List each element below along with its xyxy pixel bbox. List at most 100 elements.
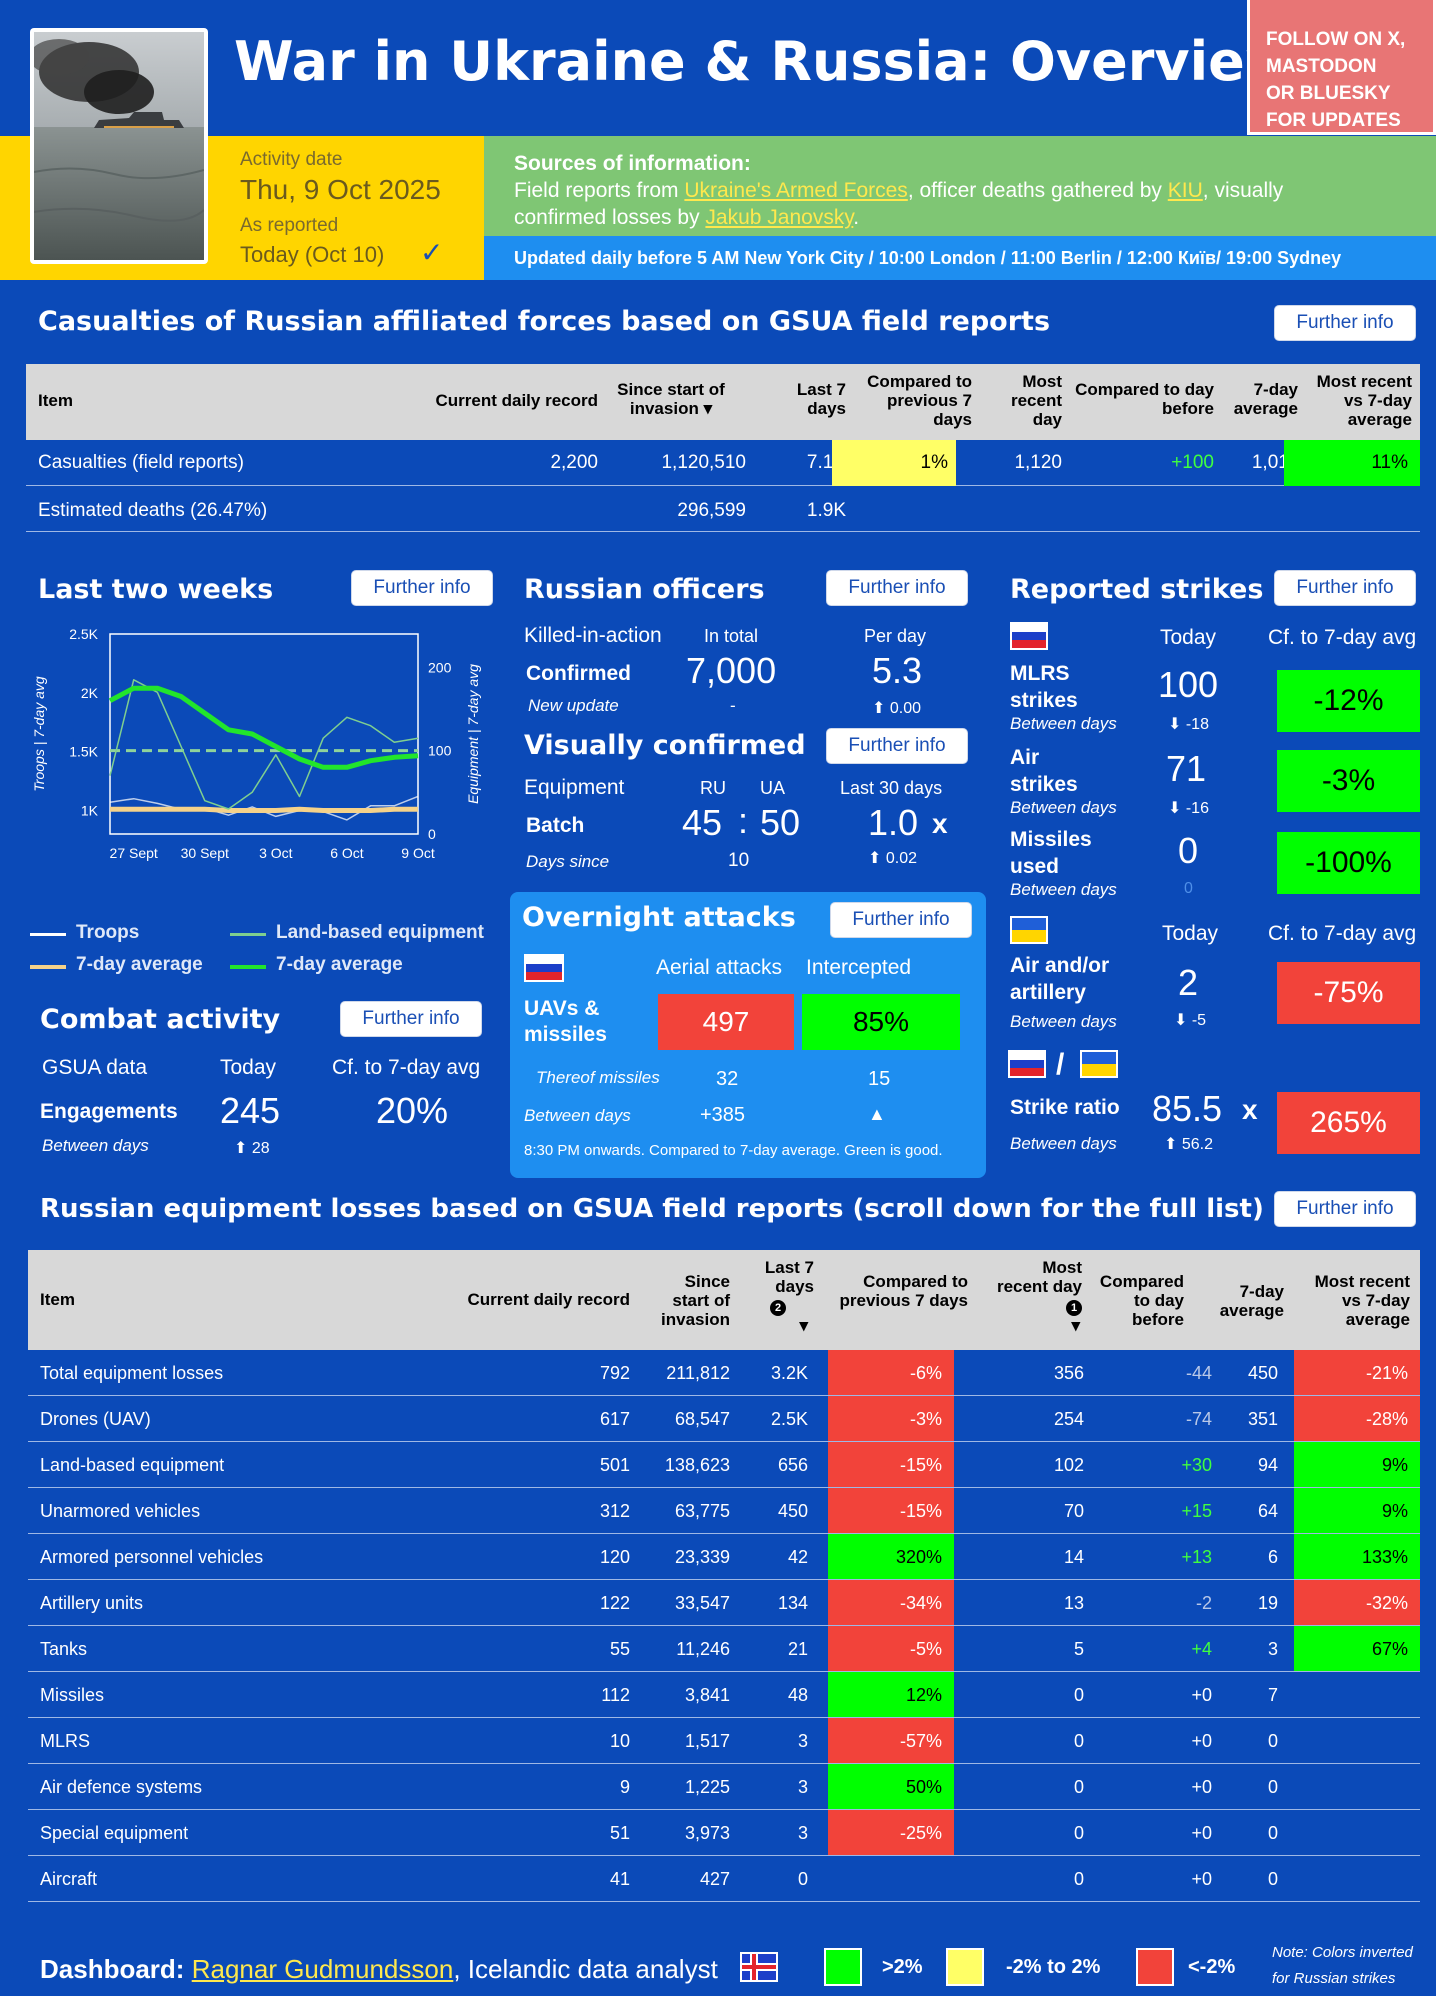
row-cmpday: +0 — [1191, 1731, 1212, 1751]
row-item: Missiles — [40, 1685, 105, 1705]
iceland-flag-icon — [740, 1952, 778, 1982]
legend-yellow-label: -2% to 2% — [1006, 1956, 1101, 1978]
sources-text: confirmed losses by — [514, 206, 706, 229]
row-record: 120 — [599, 1547, 630, 1567]
row-item: Estimated deaths (26.47%) — [38, 500, 268, 521]
source-link-janovsky[interactable]: Jakub Janovsky — [705, 206, 854, 229]
row-vsavg — [1294, 1718, 1420, 1763]
col-header-sortable[interactable]: Since start of invasion ▾ — [596, 380, 746, 418]
casualties-further-info-button[interactable]: Further info — [1274, 305, 1416, 341]
y-left-tick-label: 1.5K — [69, 744, 98, 760]
uav-label-line: missiles — [524, 1023, 607, 1046]
row-since: 1,517 — [684, 1731, 730, 1751]
missiles-used-label: Missiles used — [1010, 826, 1092, 880]
row-vsavg: -28% — [1294, 1396, 1420, 1441]
row-since: 3,841 — [684, 1685, 730, 1705]
overnight-title: Overnight attacks — [522, 902, 796, 933]
row-cmp7: -15% — [828, 1442, 954, 1487]
row-avg: 351 — [1247, 1409, 1278, 1429]
missiles-used-label-line: Missiles — [1010, 828, 1092, 851]
air-strikes-label: Air strikes — [1010, 744, 1078, 798]
footer-credit: Dashboard: Ragnar Gudmundsson, Icelandic… — [40, 1954, 718, 1985]
two-weeks-further-info-button[interactable]: Further info — [351, 570, 493, 606]
equipment-further-info-button[interactable]: Further info — [1274, 1191, 1416, 1227]
col-header: Item — [40, 1290, 75, 1309]
mlrs-today: 100 — [1158, 664, 1219, 705]
ru-batch-value: 45 — [682, 802, 723, 843]
missiles-value: 32 — [716, 1068, 739, 1090]
table-row: Casualties (field reports) 2,200 1,120,5… — [26, 440, 1420, 486]
y-left-axis-title: Troops | 7-day avg — [31, 676, 47, 792]
col-header: Compared to day before — [1075, 380, 1214, 418]
strike-ratio-x: x — [1242, 1094, 1258, 1125]
strike-ratio-delta: ⬆ 56.2 — [1164, 1136, 1213, 1153]
mlrs-label: MLRS strikes — [1010, 660, 1078, 714]
table-row: Unarmored vehicles 312 63,775 450 -15% 70 +15 6… — [28, 1488, 1420, 1534]
row-item: Armored personnel vehicles — [40, 1547, 264, 1567]
ukraine-flag-icon — [1010, 916, 1048, 944]
sort-arrow-icon: ▾ — [799, 1316, 808, 1335]
mlrs-cf: -12% — [1277, 670, 1420, 732]
row-last7: 3 — [797, 1823, 808, 1843]
row-cmpday: +4 — [1191, 1639, 1212, 1659]
row-record: 617 — [599, 1409, 630, 1429]
source-link-kiu[interactable]: KIU — [1167, 179, 1203, 202]
overnight-further-info-button[interactable]: Further info — [830, 902, 972, 938]
missiles-used-cf: -100% — [1277, 832, 1420, 894]
between-days-value: +385 — [700, 1104, 746, 1126]
legend-swatch-land-equipment — [230, 933, 266, 936]
col-header: Since start of invasion — [661, 1272, 730, 1329]
officers-further-info-button[interactable]: Further info — [826, 570, 968, 606]
row-avg: 64 — [1257, 1501, 1278, 1521]
row-item: Land-based equipment — [40, 1455, 225, 1475]
row-cmpday: -44 — [1185, 1363, 1212, 1383]
col-header: 7-day average — [1219, 1282, 1284, 1320]
uav-label-line: UAVs & — [524, 997, 600, 1020]
source-link-armed-forces[interactable]: Ukraine's Armed Forces — [684, 179, 908, 202]
author-link[interactable]: Ragnar Gudmundsson — [191, 1954, 454, 1984]
row-cmp7: -6% — [828, 1350, 954, 1395]
combat-col-label: Cf. to 7-day avg — [332, 1056, 481, 1079]
per-day-label: Per day — [864, 626, 927, 646]
x-tick-label: 3 Oct — [259, 845, 293, 861]
col-header-sortable[interactable]: Last 7 days 2 ▾ — [742, 1258, 814, 1335]
row-avg: 0 — [1267, 1869, 1278, 1889]
follow-line: MASTODON — [1266, 56, 1377, 77]
row-avg: 7 — [1267, 1685, 1278, 1705]
table-row: Total equipment losses 792 211,812 3.2K -6% 3… — [28, 1350, 1420, 1396]
sources-text: Field reports from — [514, 179, 685, 202]
batch-label: Batch — [526, 814, 585, 837]
table-row: Aircraft 41 427 0 0 +0 0 — [28, 1856, 1420, 1902]
flag-slash: / — [1056, 1048, 1065, 1081]
col-header-sortable[interactable]: Most recent day 1 ▾ — [992, 1258, 1082, 1335]
ua-label: UA — [760, 778, 786, 798]
equipment-rows: Total equipment losses 792 211,812 3.2K -6% 3… — [28, 1350, 1420, 1902]
row-avg: 94 — [1257, 1455, 1278, 1475]
row-item: MLRS — [40, 1731, 91, 1751]
legend-label: 7-day average — [76, 954, 203, 975]
row-item: Aircraft — [40, 1869, 98, 1889]
col-header: Compared to day before — [1099, 1272, 1184, 1329]
visual-further-info-button[interactable]: Further info — [826, 728, 968, 764]
combat-further-info-button[interactable]: Further info — [340, 1001, 482, 1037]
row-cmpday: +0 — [1191, 1777, 1212, 1797]
table-row: Tanks 55 11,246 21 -5% 5 +4 3 67% — [28, 1626, 1420, 1672]
kia-label: Killed-in-action — [524, 624, 662, 647]
air-strikes-today: 71 — [1166, 748, 1207, 789]
in-total-label: In total — [704, 626, 759, 646]
follow-box[interactable]: FOLLOW ON X, MASTODON OR BLUESKY FOR UPD… — [1247, 0, 1436, 135]
strikes-today-label: Today — [1160, 626, 1217, 649]
row-last7: 21 — [787, 1639, 808, 1659]
row-record: 51 — [609, 1823, 630, 1843]
air-strikes-delta: ⬇ -16 — [1168, 800, 1209, 817]
russia-flag-icon — [524, 954, 564, 982]
row-last7: 3 — [797, 1731, 808, 1751]
missiles-intercepted-value: 15 — [868, 1068, 891, 1090]
row-last7: 3 — [797, 1777, 808, 1797]
sources-text: , visually — [1202, 179, 1284, 202]
row-cmp7: -3% — [828, 1396, 954, 1441]
legend-swatch-troops — [30, 933, 66, 936]
strikes-further-info-button[interactable]: Further info — [1274, 570, 1416, 606]
page-title: War in Ukraine & Russia: Overview — [234, 30, 1295, 93]
officers-total-dash: - — [730, 696, 736, 715]
